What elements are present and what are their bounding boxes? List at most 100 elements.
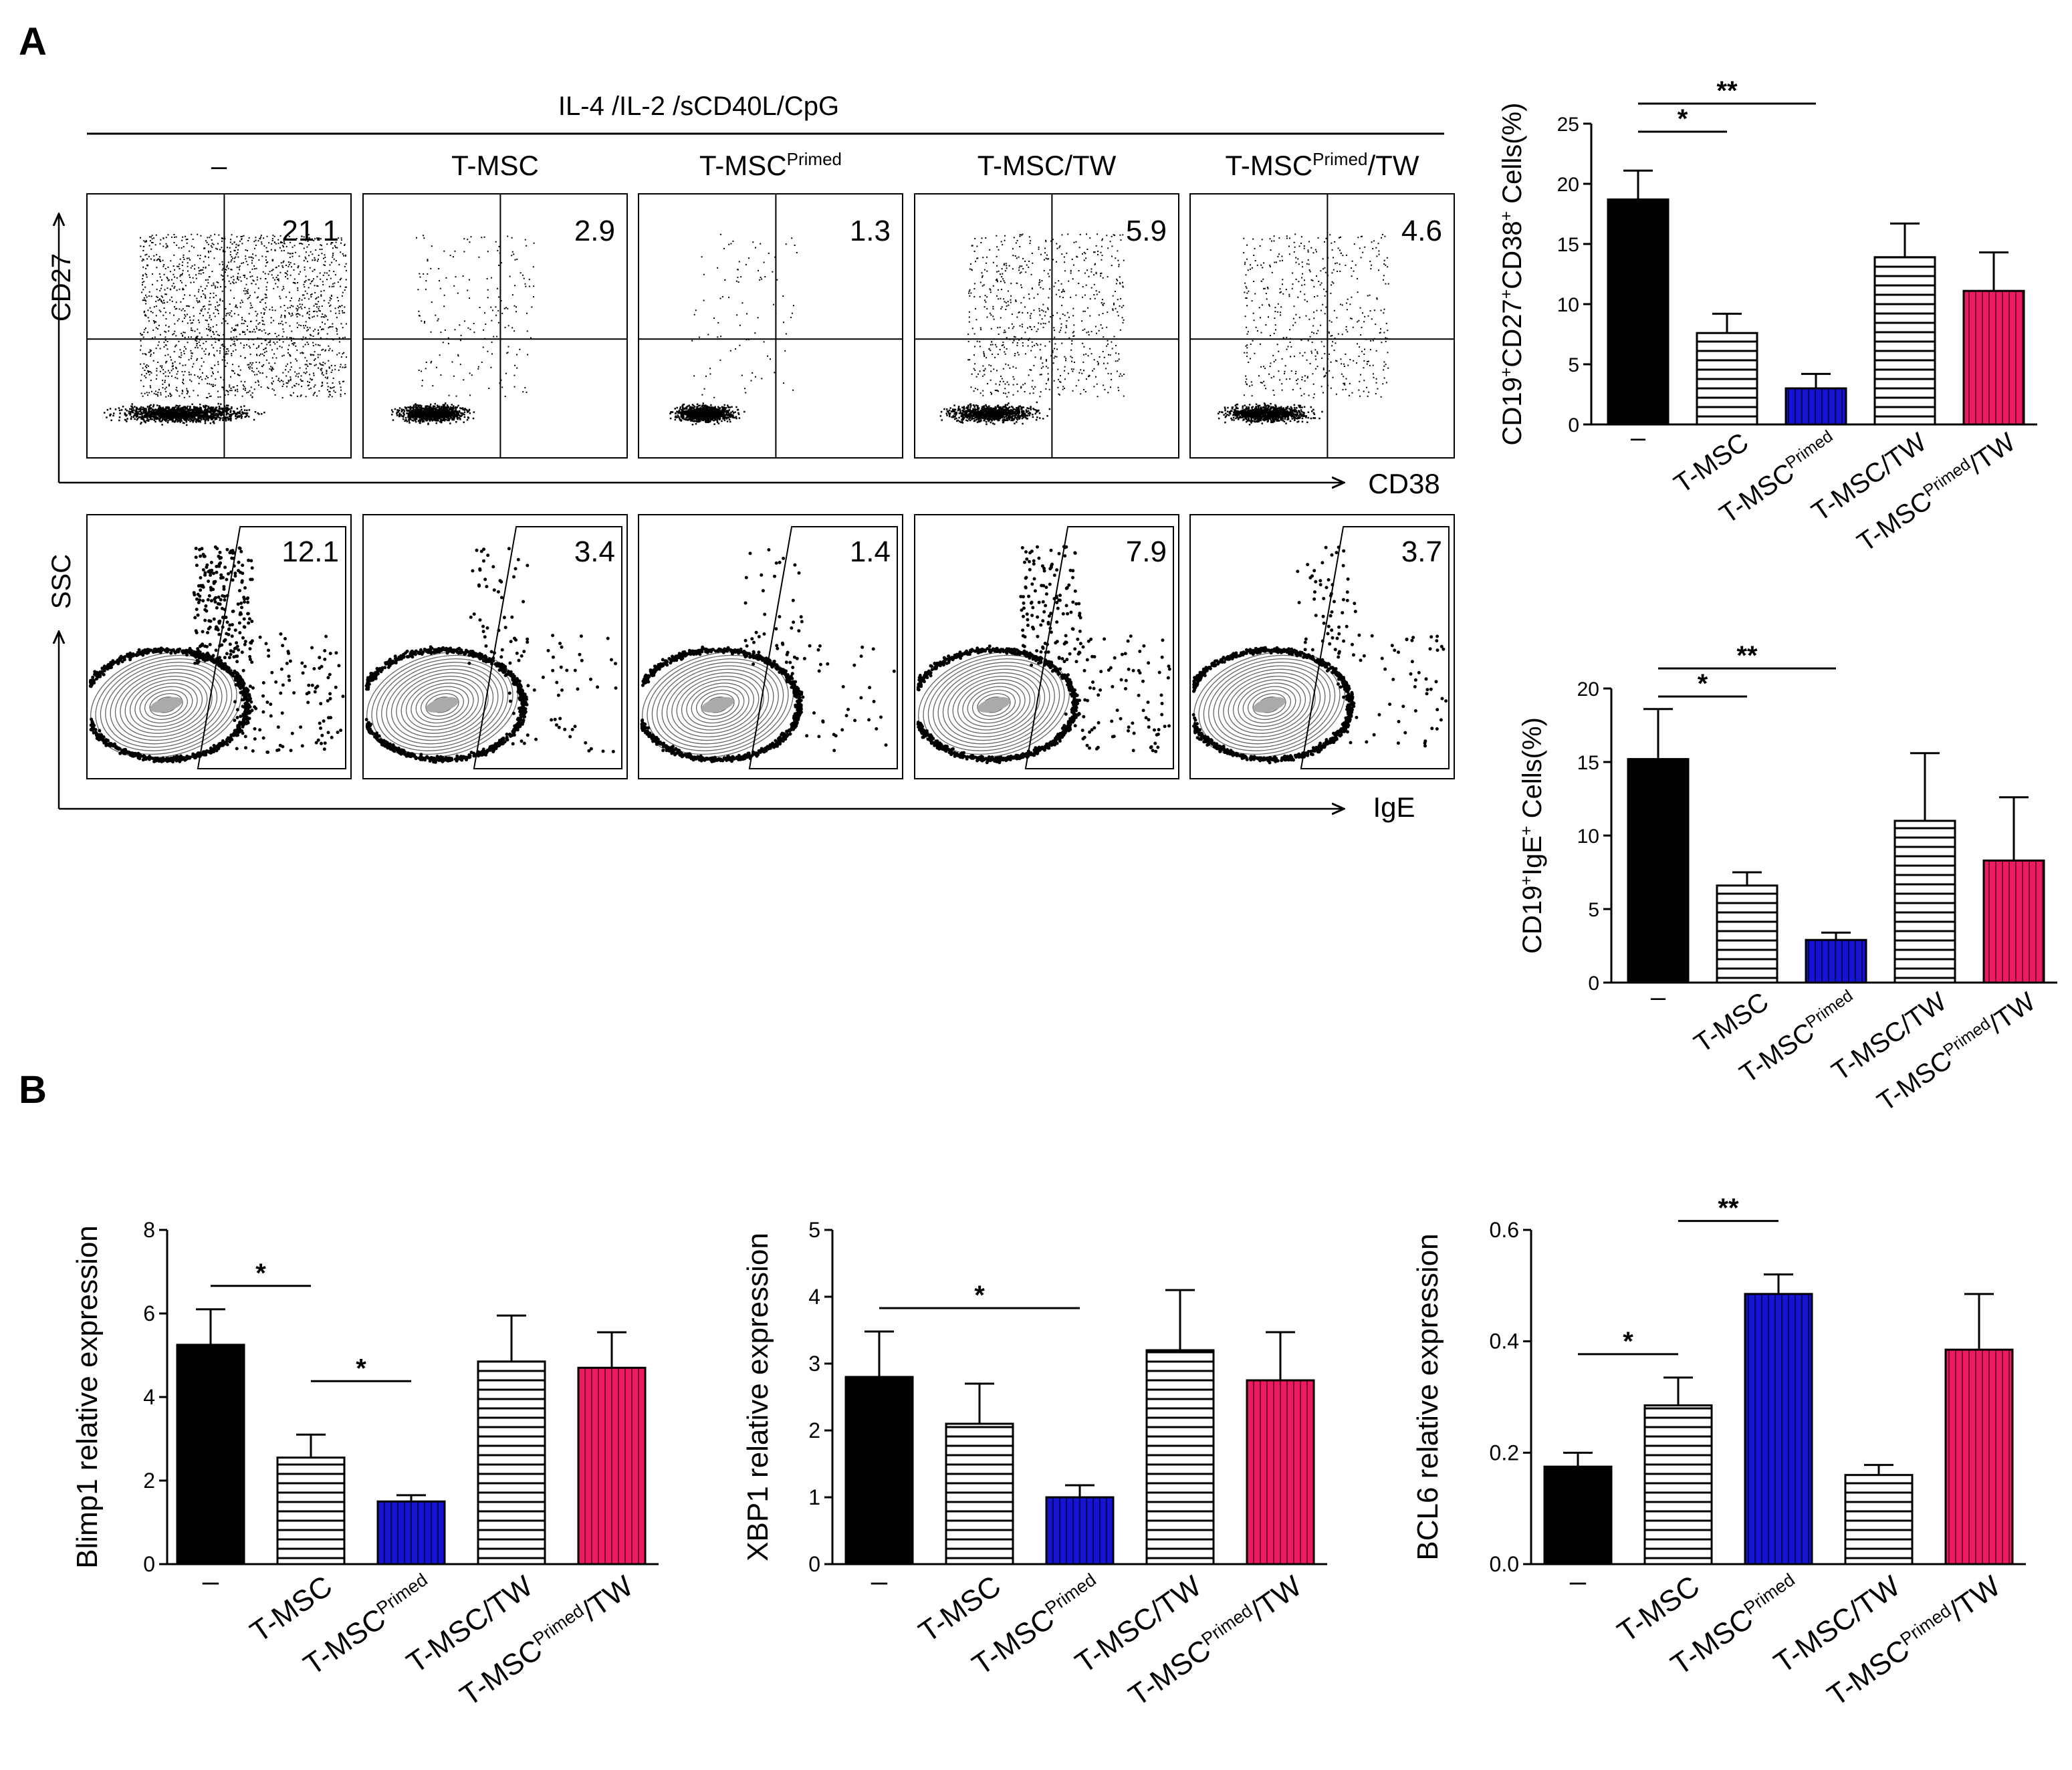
bar-t-msc: [1716, 884, 1778, 984]
density-contour: [411, 682, 474, 727]
density-contour: [381, 662, 503, 748]
density-contour: [971, 689, 1016, 721]
y-tick-label: 20: [1577, 678, 1599, 701]
flow-plot-ssc-ige-2: 1.4: [638, 514, 903, 779]
density-contour: [1198, 654, 1341, 755]
bar-t-msc-tw: [1873, 256, 1936, 426]
bar-control: [1543, 1465, 1613, 1565]
density-contour: [927, 658, 1060, 751]
quadrant-percentage: 4.6: [1401, 215, 1442, 247]
y-tick-label: 0.0: [1490, 1552, 1519, 1576]
flow-plot-cd27-cd38-3: 5.9: [914, 193, 1179, 459]
bar-t-msc: [276, 1457, 346, 1565]
quadrant-percentage: 2.9: [574, 215, 615, 247]
ige-axis-label: IgE: [1373, 791, 1415, 823]
bar-t-msc-primed: [1805, 938, 1867, 984]
flow-plot-events: [88, 545, 345, 764]
y-tick-label: 15: [1577, 752, 1599, 774]
y-tick-label: 8: [143, 1218, 155, 1242]
flow-plot-cd27-cd38-4: 4.6: [1189, 193, 1455, 459]
density-contour: [1232, 679, 1306, 731]
bar-t-msc-primed: [1744, 1293, 1813, 1565]
density-contour: [1213, 665, 1326, 745]
density-core: [426, 697, 459, 713]
density-contour: [686, 682, 750, 727]
stimulation-header: IL-4 /IL-2 /sCD40L/CpG: [558, 92, 839, 121]
density-contour: [937, 665, 1050, 745]
y-tick-label: 5: [1568, 354, 1579, 376]
flow-plot-events: [364, 547, 618, 764]
density-contour: [110, 665, 223, 745]
cd38-axis-label: CD38: [1368, 468, 1440, 499]
density-contour: [129, 679, 203, 731]
quadrant-percentage: 5.9: [1126, 215, 1167, 247]
density-core: [701, 697, 734, 713]
y-tick-label: 0.4: [1490, 1330, 1519, 1354]
y-tick-label: 5: [808, 1218, 820, 1242]
density-core: [150, 697, 183, 713]
bar-t-msc-primed-tw: [1982, 859, 2045, 984]
category-label-t-msc-primed-tw: T-MSCPrimed/TW: [1871, 986, 2041, 1117]
density-contour: [952, 675, 1036, 734]
bar-control: [1627, 758, 1690, 984]
chart-cd27-cd38: 0 5 10 15 20 25 CD19+CD27+CD38+ Cells(%) – T-MSC…: [1497, 76, 2037, 557]
flow-axes-row2: SSC IgE: [47, 554, 1415, 823]
y-axis-label: Blimp1 relative expression: [71, 1225, 104, 1569]
density-contour: [100, 658, 233, 751]
density-contour: [390, 668, 494, 741]
significance-mark: *: [974, 1281, 985, 1310]
density-contour: [1242, 686, 1296, 724]
flow-plot-events: [916, 545, 1171, 765]
bar-t-msc-tw: [1844, 1474, 1914, 1565]
flow-column-label-1: T-MSC: [451, 150, 539, 181]
bar-t-msc: [1696, 332, 1758, 426]
bar-t-msc-primed: [376, 1500, 446, 1565]
y-axis-label: XBP1 relative expression: [741, 1233, 774, 1561]
y-tick-label: 0: [808, 1552, 820, 1576]
density-contour: [144, 689, 189, 721]
bar-t-msc-primed: [1785, 387, 1847, 426]
flow-plot-ssc-ige-0: 12.1: [86, 514, 352, 779]
bar-t-msc-primed-tw: [577, 1366, 647, 1565]
flow-plot-ssc-ige-4: 3.7: [1189, 514, 1455, 779]
density-core: [1253, 697, 1286, 713]
y-tick-label: 4: [143, 1385, 155, 1409]
bar-t-msc-tw: [1145, 1349, 1215, 1565]
flow-column-label-0: –: [211, 150, 227, 181]
y-tick-label: 20: [1557, 174, 1579, 196]
category-label-control: –: [871, 1565, 888, 1598]
density-contour: [651, 658, 784, 751]
flow-column-label-2: T-MSCPrimed: [699, 149, 842, 181]
flow-plot-events: [1191, 545, 1448, 765]
flow-plot-events: [669, 233, 798, 426]
panel-label-b: B: [19, 1068, 47, 1112]
y-axis-label: BCL6 relative expression: [1411, 1233, 1444, 1560]
bar-t-msc-primed: [1045, 1496, 1115, 1565]
flow-axes-row1: CD27 CD38: [47, 214, 1440, 499]
y-tick-label: 1: [808, 1485, 820, 1509]
category-label-t-msc-primed-tw: T-MSCPrimed/TW: [1123, 1569, 1308, 1713]
density-contour: [962, 682, 1026, 727]
flow-plot-ssc-ige-3: 7.9: [914, 514, 1179, 779]
y-tick-label: 5: [1588, 899, 1599, 921]
flow-column-label-4: T-MSCPrimed/TW: [1226, 149, 1419, 181]
density-core: [977, 697, 1010, 713]
category-label-t-msc-primed-tw: T-MSCPrimed/TW: [454, 1569, 639, 1713]
y-tick-label: 10: [1577, 826, 1599, 848]
bar-control: [844, 1376, 914, 1565]
density-contour: [1203, 658, 1336, 751]
y-tick-label: 0: [1588, 973, 1599, 995]
density-contour: [933, 662, 1055, 748]
y-tick-label: 0.2: [1490, 1440, 1519, 1465]
quadrant-percentage: 21.1: [281, 215, 339, 247]
flow-plot-events: [939, 233, 1125, 425]
density-contour: [371, 654, 513, 755]
category-label-control: –: [1631, 423, 1646, 453]
y-tick-label: 2: [143, 1469, 155, 1493]
density-contour: [691, 686, 745, 724]
density-contour: [661, 665, 774, 745]
y-tick-label: 3: [808, 1352, 820, 1376]
bar-t-msc: [1643, 1404, 1713, 1565]
category-label-control: –: [1651, 983, 1666, 1012]
y-tick-label: 0: [143, 1552, 155, 1576]
